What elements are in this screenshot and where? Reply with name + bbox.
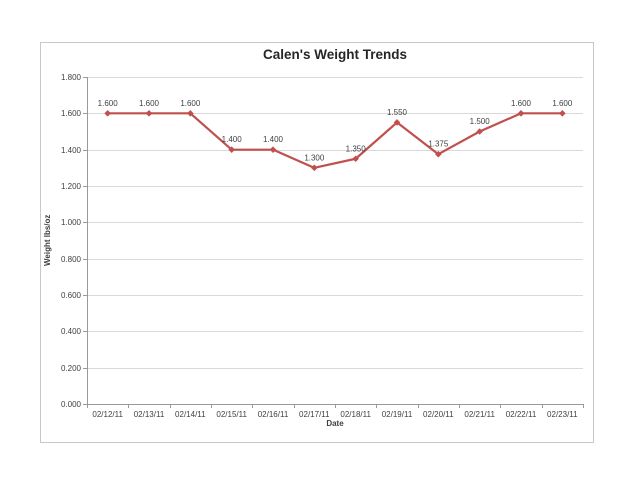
data-label: 1.600 [552, 99, 573, 108]
data-label: 1.550 [387, 108, 408, 117]
x-tick-label: 02/14/11 [175, 410, 206, 419]
x-tick-label: 02/20/11 [423, 410, 454, 419]
x-tick-label: 02/22/11 [506, 410, 537, 419]
data-label: 1.600 [180, 99, 201, 108]
data-point-marker [228, 146, 235, 153]
data-point-marker [187, 110, 194, 117]
x-tick-label: 02/16/11 [258, 410, 289, 419]
data-label: 1.600 [139, 99, 160, 108]
data-point-marker [476, 128, 483, 135]
data-label: 1.375 [428, 140, 449, 149]
data-point-marker [104, 110, 111, 117]
y-tick-label: 1.600 [61, 109, 82, 118]
data-label: 1.400 [222, 135, 243, 144]
x-tick-label: 02/19/11 [382, 410, 413, 419]
data-point-marker [352, 155, 359, 163]
data-label: 1.400 [263, 135, 284, 144]
data-point-marker [393, 119, 401, 126]
x-axis-title: Date [326, 419, 344, 428]
data-point-marker [269, 146, 277, 153]
y-tick-label: 1.200 [61, 182, 82, 191]
y-tick-label: 0.800 [61, 255, 82, 264]
x-tick-label: 02/15/11 [216, 410, 247, 419]
y-tick-label: 0.000 [61, 400, 82, 409]
data-point-marker [435, 150, 442, 158]
x-tick-label: 02/12/11 [92, 410, 123, 419]
series-line [106, 112, 564, 169]
x-tick-label: 02/13/11 [134, 410, 165, 419]
x-tick-label: 02/18/11 [340, 410, 371, 419]
data-point-marker [145, 110, 153, 117]
x-tick-label: 02/17/11 [299, 410, 330, 419]
y-tick-label: 0.200 [61, 364, 82, 373]
x-tick-label: 02/21/11 [464, 410, 495, 419]
data-point-marker [517, 110, 525, 117]
data-label: 1.600 [511, 99, 532, 108]
y-tick-label: 1.000 [61, 218, 82, 227]
y-tick-label: 0.600 [61, 291, 82, 300]
chart-area-border [40, 42, 594, 443]
chart-title: Calen's Weight Trends [263, 47, 407, 62]
data-label: 1.500 [470, 117, 491, 126]
x-tick-label: 02/23/11 [547, 410, 578, 419]
y-tick-label: 1.400 [61, 146, 82, 155]
data-point-marker [559, 110, 566, 117]
y-tick-label: 0.400 [61, 327, 82, 336]
data-label: 1.350 [346, 144, 367, 153]
data-label: 1.300 [304, 153, 325, 162]
y-tick-label: 1.800 [61, 73, 82, 82]
data-label: 1.600 [98, 99, 119, 108]
data-point-marker [311, 164, 318, 172]
